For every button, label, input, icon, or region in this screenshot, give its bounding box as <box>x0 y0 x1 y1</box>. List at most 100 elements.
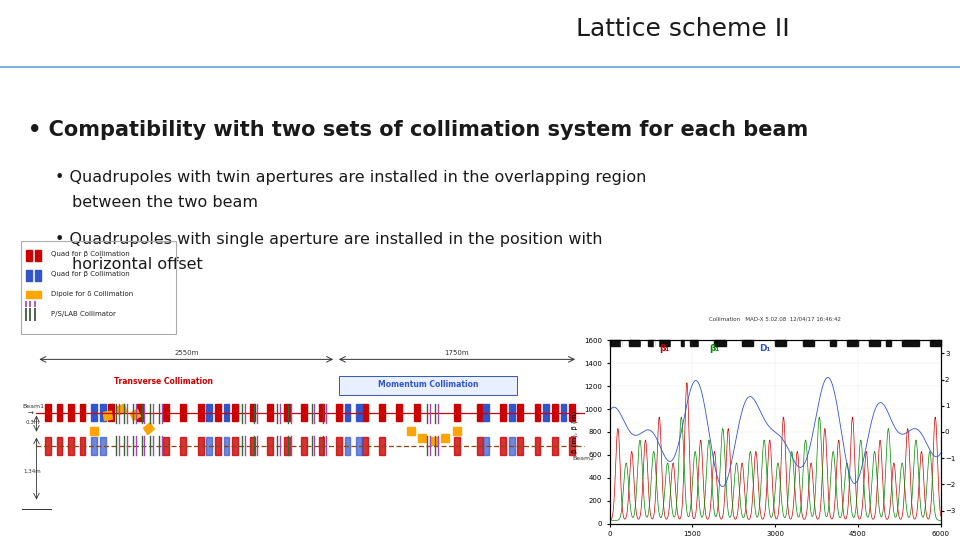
Bar <box>648 340 654 346</box>
Text: D₁: D₁ <box>758 343 770 353</box>
Bar <box>35 250 41 261</box>
Bar <box>91 437 97 455</box>
Text: Optics design: Optics design <box>21 17 245 45</box>
Bar <box>90 427 98 435</box>
Bar <box>509 404 515 421</box>
Bar <box>319 437 324 455</box>
Bar <box>108 404 114 421</box>
Bar <box>742 340 753 346</box>
Bar <box>803 340 814 346</box>
Bar <box>301 404 307 421</box>
Bar <box>552 437 558 455</box>
Bar <box>535 437 540 455</box>
Bar <box>100 437 106 455</box>
Bar <box>477 404 483 421</box>
Bar <box>414 404 420 421</box>
Bar <box>629 340 640 346</box>
Bar <box>198 437 204 455</box>
Text: 1.34m: 1.34m <box>24 469 41 474</box>
Text: Dipole for δ Collimation: Dipole for δ Collimation <box>51 291 133 297</box>
Bar <box>100 404 106 421</box>
Text: Transverse Collimation: Transverse Collimation <box>113 377 213 386</box>
Bar <box>198 404 204 421</box>
Bar <box>483 404 489 421</box>
Text: horizontal offset: horizontal offset <box>72 257 203 272</box>
Bar <box>26 292 41 298</box>
Bar <box>356 404 362 421</box>
Bar <box>569 437 575 455</box>
Text: β₁: β₁ <box>660 343 669 353</box>
Bar <box>379 404 385 421</box>
Bar <box>830 340 836 346</box>
Bar <box>552 404 558 421</box>
Bar <box>610 340 620 346</box>
Bar <box>250 437 255 455</box>
Bar <box>131 409 140 421</box>
Bar <box>362 404 368 421</box>
Text: P/S/LAB Collimator: P/S/LAB Collimator <box>51 311 116 317</box>
Bar <box>137 404 143 421</box>
Bar <box>569 404 575 421</box>
Bar <box>336 404 342 421</box>
Bar <box>91 404 97 421</box>
Bar <box>301 437 307 455</box>
Bar <box>902 340 919 346</box>
Bar <box>682 340 684 346</box>
Bar <box>517 437 523 455</box>
Bar <box>509 437 515 455</box>
Bar <box>45 404 51 421</box>
Bar <box>215 404 221 421</box>
Bar <box>483 437 489 455</box>
Bar <box>356 437 362 455</box>
Bar <box>500 404 506 421</box>
Bar <box>80 437 85 455</box>
Bar <box>232 404 238 421</box>
Text: Lattice scheme II: Lattice scheme II <box>576 17 790 42</box>
Y-axis label: β (m), β (m): β (m), β (m) <box>572 411 579 453</box>
Bar <box>929 340 941 346</box>
Bar <box>267 437 273 455</box>
Bar <box>26 269 32 281</box>
Text: Beam1: Beam1 <box>22 404 44 409</box>
Bar <box>561 404 566 421</box>
Bar <box>453 427 461 435</box>
Bar <box>26 250 32 261</box>
Bar <box>689 340 698 346</box>
Bar <box>543 404 549 421</box>
Bar <box>339 376 517 395</box>
Bar <box>714 340 726 346</box>
Text: 0.3m: 0.3m <box>26 420 40 425</box>
Bar <box>362 437 368 455</box>
Bar <box>396 404 402 421</box>
Bar <box>68 437 74 455</box>
Bar <box>224 404 229 421</box>
Text: between the two beam: between the two beam <box>72 195 258 210</box>
Bar <box>267 404 273 421</box>
Bar <box>430 437 438 444</box>
Text: β₁: β₁ <box>708 343 719 353</box>
Bar <box>407 427 415 435</box>
Bar <box>419 434 426 442</box>
Bar <box>104 411 112 421</box>
Bar <box>454 404 460 421</box>
Bar <box>180 404 186 421</box>
Bar <box>869 340 880 346</box>
Bar <box>80 404 85 421</box>
Text: • Quadrupoles with twin apertures are installed in the overlapping region: • Quadrupoles with twin apertures are in… <box>55 170 646 185</box>
Bar <box>232 437 238 455</box>
Bar <box>35 269 41 281</box>
Bar <box>345 404 350 421</box>
Bar <box>345 437 350 455</box>
Bar <box>144 423 155 435</box>
Bar <box>336 437 342 455</box>
Bar <box>319 404 324 421</box>
Bar <box>379 437 385 455</box>
Text: Quad for β Collimation: Quad for β Collimation <box>51 271 130 278</box>
Bar <box>284 437 290 455</box>
Bar <box>57 437 62 455</box>
Bar <box>206 437 212 455</box>
Bar <box>500 437 506 455</box>
Bar <box>180 437 186 455</box>
Bar <box>477 437 483 455</box>
Text: →: → <box>28 411 34 417</box>
